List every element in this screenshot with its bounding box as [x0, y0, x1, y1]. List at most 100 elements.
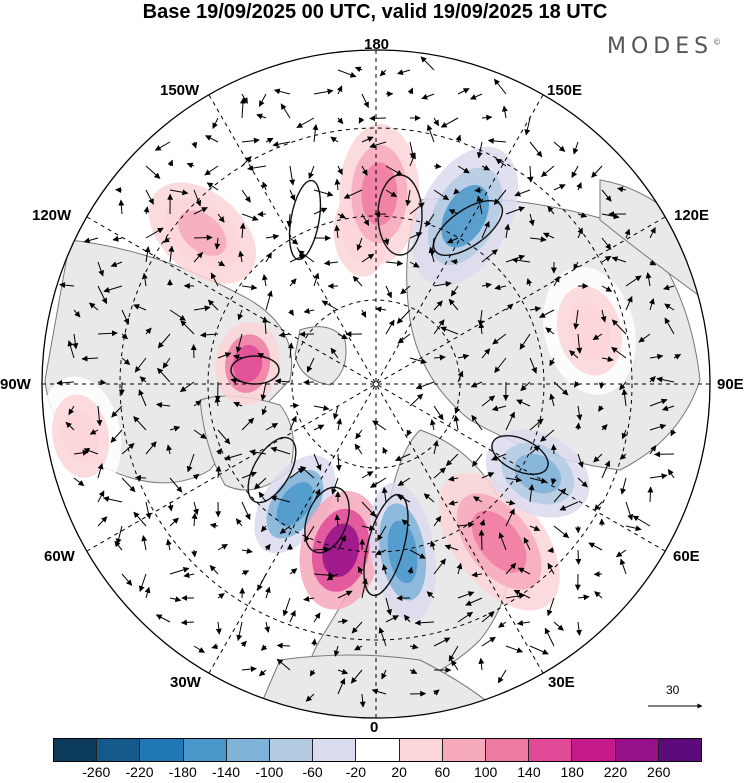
wind-vector	[323, 259, 339, 266]
wind-vector	[145, 189, 154, 205]
wind-vector	[575, 422, 582, 431]
wind-vector	[569, 350, 579, 359]
wind-vector	[337, 618, 349, 625]
wind-vector	[358, 117, 365, 124]
wind-vector	[67, 340, 75, 359]
colorbar-swatch	[572, 739, 616, 761]
wind-vector	[264, 621, 271, 633]
wind-vector	[553, 621, 564, 631]
wind-vector	[546, 597, 555, 617]
wind-vector	[110, 429, 123, 443]
wind-vector	[382, 446, 388, 455]
wind-vector	[114, 540, 123, 551]
wind-vector	[448, 475, 459, 482]
wind-vector	[179, 381, 195, 393]
wind-vector	[493, 78, 507, 95]
wind-vector	[611, 346, 627, 359]
wind-vector	[611, 319, 627, 335]
colorbar-tick-label: -180	[168, 764, 197, 780]
wind-vector	[169, 425, 181, 432]
wind-vector	[664, 317, 675, 335]
wind-vector	[249, 449, 267, 456]
wind-vector	[492, 333, 507, 345]
wind-vector	[217, 429, 231, 445]
wind-vector	[143, 206, 150, 215]
wind-vector	[379, 69, 387, 77]
wind-vector	[103, 285, 123, 293]
wind-vector	[433, 117, 440, 127]
wind-vector	[257, 352, 267, 359]
wind-vector	[303, 308, 315, 314]
wind-vector	[385, 189, 398, 198]
wind-vector	[481, 282, 492, 289]
colorbar-tick-label: -220	[125, 764, 154, 780]
colorbar-swatch	[97, 739, 141, 761]
wind-vector	[265, 233, 280, 240]
wind-vector	[289, 568, 298, 575]
wind-vector	[601, 460, 611, 479]
wind-vector	[369, 141, 387, 149]
wind-vector	[649, 423, 667, 431]
wind-vector	[621, 388, 628, 407]
wind-vector	[481, 164, 491, 171]
wind-vector	[423, 493, 435, 503]
wind-vector	[664, 303, 675, 311]
positive-anomaly-blob	[471, 510, 527, 573]
wind-vector	[97, 463, 104, 479]
wind-vector	[241, 501, 251, 521]
colorbar-swatch	[226, 739, 271, 761]
wind-vector	[450, 258, 459, 265]
wind-vector	[214, 237, 221, 250]
wind-vector	[83, 447, 99, 455]
wind-vector	[350, 669, 363, 684]
wind-vector	[645, 272, 652, 287]
wind-vector	[334, 224, 341, 239]
wind-vector	[494, 284, 507, 291]
wind-vector	[601, 189, 612, 202]
wind-vector	[361, 165, 368, 176]
wind-vector	[272, 141, 291, 148]
wind-vector	[549, 393, 556, 407]
wind-vector	[409, 261, 420, 268]
wind-vector	[550, 477, 557, 485]
wind-vector	[409, 393, 424, 407]
wind-vector	[481, 249, 498, 263]
wind-vector	[670, 429, 677, 437]
wind-vector	[549, 357, 556, 367]
colorbar-swatch	[54, 739, 98, 761]
wind-vector	[97, 379, 107, 386]
colorbar-tick-label: -140	[212, 764, 241, 780]
wind-vector	[491, 405, 507, 412]
wind-vector	[553, 141, 566, 152]
wind-vector	[481, 472, 495, 479]
lon-label-60e: 60E	[673, 548, 700, 565]
colorbar-tick-label: -20	[345, 764, 366, 780]
wind-vector	[215, 621, 222, 635]
wind-vector	[620, 477, 627, 495]
wind-vector	[575, 549, 582, 565]
colorbar-tick-label: -100	[255, 764, 284, 780]
wind-vector	[167, 159, 174, 167]
wind-vector	[59, 282, 75, 289]
wind-vector	[289, 189, 296, 202]
wind-vector	[594, 591, 603, 599]
wind-vector	[357, 566, 364, 575]
wind-vector	[498, 621, 507, 628]
wind-vector	[505, 206, 526, 215]
wind-vector	[547, 562, 555, 575]
wind-vector	[169, 477, 183, 493]
brand-logo: MODES©	[607, 34, 721, 59]
wind-vector	[282, 597, 291, 617]
wind-vector	[481, 611, 495, 623]
wind-vector	[592, 333, 603, 341]
wind-vector	[397, 477, 411, 486]
colorbar-tick-label: 60	[434, 764, 451, 780]
wind-vector	[540, 165, 555, 178]
wind-vector	[542, 232, 555, 239]
wind-vector	[241, 284, 258, 291]
wind-vector	[265, 422, 279, 431]
wind-vector	[241, 547, 253, 554]
wind-vector	[455, 134, 462, 143]
wind-vector	[336, 418, 343, 431]
wind-vector	[454, 405, 461, 415]
